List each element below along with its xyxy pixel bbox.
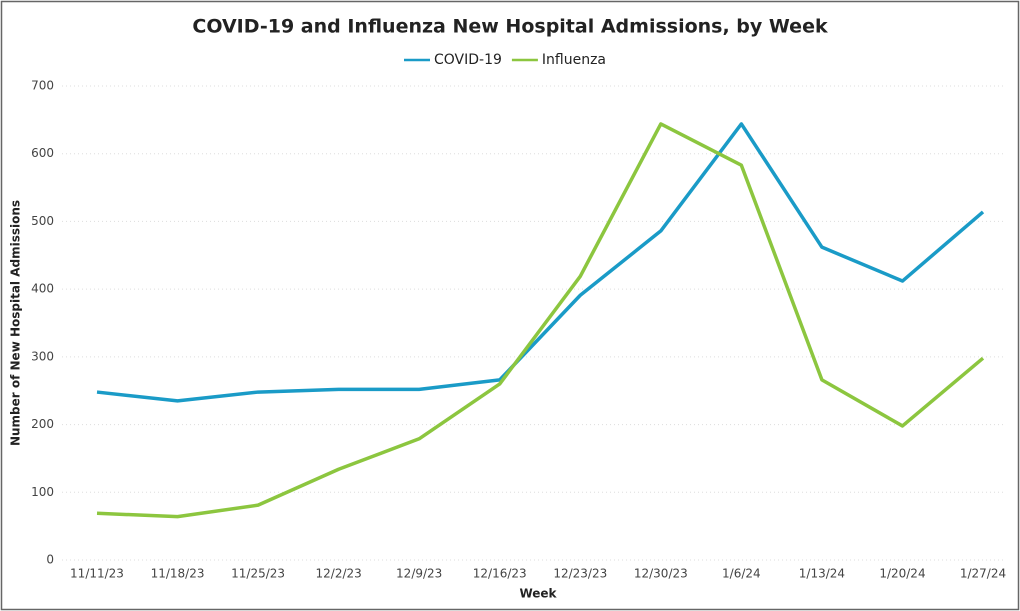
x-tick-label: 1/27/24 <box>960 567 1006 581</box>
x-tick-label: 12/16/23 <box>473 567 527 581</box>
x-tick-label: 12/30/23 <box>634 567 688 581</box>
y-tick-label: 200 <box>31 417 54 431</box>
y-tick-label: 100 <box>31 485 54 499</box>
y-tick-label: 400 <box>31 282 54 296</box>
x-tick-label: 1/20/24 <box>879 567 925 581</box>
x-tick-label: 11/18/23 <box>151 567 205 581</box>
series-line <box>96 122 985 403</box>
y-tick-label: 500 <box>31 214 54 228</box>
x-tick-label: 11/11/23 <box>70 567 124 581</box>
legend-label: COVID-19 <box>434 52 502 68</box>
series-line <box>96 122 985 519</box>
x-tick-label: 11/25/23 <box>231 567 285 581</box>
x-tick-label: 12/23/23 <box>553 567 607 581</box>
x-tick-label: 12/2/23 <box>316 567 362 581</box>
chart-title: COVID-19 and Influenza New Hospital Admi… <box>192 16 828 38</box>
y-tick-label: 0 <box>46 553 54 567</box>
y-tick-label: 300 <box>31 349 54 363</box>
x-tick-label: 1/6/24 <box>722 567 761 581</box>
x-tick-label: 1/13/24 <box>799 567 845 581</box>
y-tick-label: 700 <box>31 79 54 93</box>
legend-label: Influenza <box>542 52 606 68</box>
y-axis-title: Number of New Hospital Admissions <box>9 200 23 446</box>
y-tick-label: 600 <box>31 146 54 160</box>
x-tick-label: 12/9/23 <box>396 567 442 581</box>
x-axis-title: Week <box>519 587 557 601</box>
